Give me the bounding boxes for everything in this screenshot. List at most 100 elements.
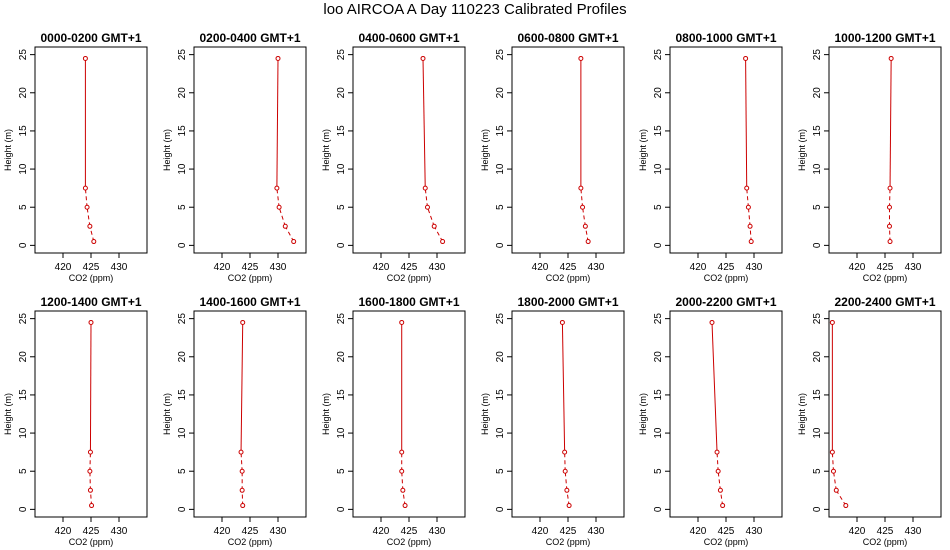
- y-tick-label: 10: [336, 163, 347, 175]
- x-tick-label: 430: [746, 262, 763, 273]
- x-tick-label: 425: [83, 262, 100, 273]
- data-point: [82, 55, 88, 61]
- x-axis-label: CO2 (ppm): [69, 273, 114, 283]
- panel-title: 0600-0800 GMT+1: [517, 31, 618, 45]
- y-tick-label: 10: [336, 427, 347, 439]
- y-tick-label: 15: [495, 125, 506, 137]
- panel-9: 1600-1800 GMT+1 420 425 430 0 5 10 15 20 25 CO2 (p…: [321, 295, 466, 547]
- plot-frame: [511, 46, 625, 254]
- y-tick-label: 0: [653, 506, 664, 512]
- data-point: [578, 185, 584, 191]
- data-point: [744, 185, 750, 191]
- data-point: [291, 239, 297, 245]
- y-tick-label: 20: [18, 351, 29, 363]
- profile-segment: [564, 452, 566, 472]
- y-tick-label: 0: [653, 242, 664, 248]
- y-tick-label: 5: [18, 468, 29, 474]
- profile-segment: [276, 58, 279, 189]
- y-tick-label: 25: [18, 49, 29, 61]
- y-tick-label: 5: [336, 468, 347, 474]
- y-axis-label: Height (m): [3, 393, 13, 435]
- x-tick-label: 420: [55, 526, 72, 537]
- y-tick-label: 5: [653, 204, 664, 210]
- x-tick-label: 420: [214, 262, 231, 273]
- y-tick-label: 20: [495, 87, 506, 99]
- panel-title: 1000-1200 GMT+1: [834, 31, 935, 45]
- data-point: [887, 185, 893, 191]
- data-point: [240, 503, 246, 509]
- panel-title: 0000-0200 GMT+1: [40, 31, 141, 45]
- data-point: [585, 239, 591, 245]
- panel-8: 1400-1600 GMT+1 420 425 430 0 5 10 15 20 25 CO2 (p…: [162, 295, 307, 547]
- y-tick-label: 5: [18, 204, 29, 210]
- plot-frame: [193, 310, 307, 518]
- y-tick-label: 20: [653, 87, 664, 99]
- x-axis-label: CO2 (ppm): [228, 537, 273, 547]
- data-point: [82, 185, 88, 191]
- profile-segment: [745, 58, 748, 189]
- panel-3: 0400-0600 GMT+1 420 425 430 0 5 10 15 20 25 CO2 (p…: [321, 31, 466, 283]
- profile-segment: [89, 452, 91, 472]
- panel-6: 1000-1200 GMT+1 420 425 430 0 5 10 15 20 25 CO2 (p…: [797, 31, 942, 283]
- y-tick-label: 20: [336, 351, 347, 363]
- x-axis-label: CO2 (ppm): [546, 537, 591, 547]
- x-tick-label: 420: [214, 526, 231, 537]
- y-tick-label: 20: [336, 87, 347, 99]
- x-axis-label: CO2 (ppm): [704, 273, 749, 283]
- y-axis-label: Height (m): [638, 129, 648, 171]
- y-tick-label: 15: [495, 389, 506, 401]
- data-point: [431, 223, 437, 229]
- x-tick-label: 430: [905, 526, 922, 537]
- profile-segment: [831, 452, 834, 472]
- x-tick-label: 425: [83, 526, 100, 537]
- data-point: [274, 185, 280, 191]
- x-tick-label: 430: [270, 262, 287, 273]
- y-tick-label: 20: [495, 351, 506, 363]
- y-tick-label: 20: [812, 351, 823, 363]
- profile-segment: [89, 322, 92, 453]
- x-tick-label: 420: [690, 262, 707, 273]
- x-tick-label: 420: [55, 262, 72, 273]
- profile-segment: [832, 471, 837, 491]
- y-axis-label: Height (m): [480, 393, 490, 435]
- profile-segment: [711, 322, 718, 453]
- profile-segment: [401, 471, 404, 491]
- data-point: [720, 503, 726, 509]
- y-tick-label: 5: [495, 468, 506, 474]
- y-tick-label: 10: [812, 163, 823, 175]
- data-point: [886, 204, 892, 210]
- x-tick-label: 425: [401, 526, 418, 537]
- x-tick-label: 425: [242, 262, 259, 273]
- y-axis-label: Height (m): [480, 129, 490, 171]
- data-point: [566, 503, 572, 509]
- data-point: [888, 55, 894, 61]
- panel-7: 1200-1400 GMT+1 420 425 430 0 5 10 15 20 25 CO2 (p…: [3, 295, 148, 547]
- y-axis-label: Height (m): [797, 393, 807, 435]
- y-tick-label: 5: [495, 204, 506, 210]
- data-point: [830, 468, 836, 474]
- profile-segment: [241, 490, 244, 506]
- y-axis-label: Height (m): [162, 129, 172, 171]
- panel-4: 0600-0800 GMT+1 420 425 430 0 5 10 15 20 25 CO2 (p…: [480, 31, 625, 283]
- y-tick-label: 0: [177, 506, 188, 512]
- y-tick-label: 20: [812, 87, 823, 99]
- panel-title: 1200-1400 GMT+1: [40, 295, 141, 309]
- plot-frame: [511, 310, 625, 518]
- panel-12: 2200-2400 GMT+1 420 425 430 0 5 10 15 20 25 CO2 (p…: [797, 295, 942, 547]
- x-axis-label: CO2 (ppm): [863, 273, 908, 283]
- x-axis-label: CO2 (ppm): [387, 273, 432, 283]
- x-tick-label: 425: [242, 526, 259, 537]
- profile-segment: [278, 207, 286, 227]
- y-tick-label: 15: [177, 389, 188, 401]
- profile-segment: [888, 226, 891, 242]
- y-tick-label: 0: [495, 506, 506, 512]
- data-point: [886, 223, 892, 229]
- y-tick-label: 5: [177, 468, 188, 474]
- data-point: [717, 487, 723, 493]
- data-point: [399, 319, 405, 325]
- y-axis-label: Height (m): [3, 129, 13, 171]
- y-tick-label: 25: [336, 313, 347, 325]
- data-point: [887, 239, 893, 245]
- profile-segment: [89, 471, 91, 491]
- y-tick-label: 10: [653, 427, 664, 439]
